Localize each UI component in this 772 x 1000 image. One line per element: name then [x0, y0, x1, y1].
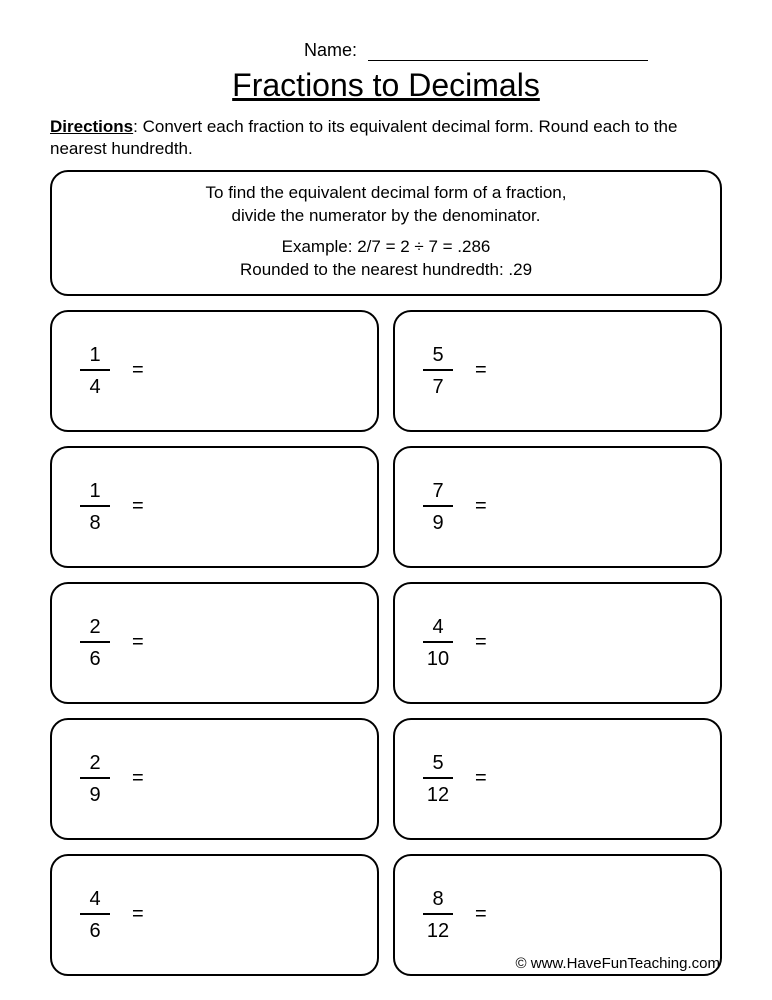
fraction-numerator: 1 — [89, 481, 100, 505]
fraction: 410 — [423, 617, 453, 669]
name-field-row: Name: — [230, 40, 722, 61]
problem-cell[interactable]: 79 = — [393, 446, 722, 568]
fraction-numerator: 8 — [432, 889, 443, 913]
fraction: 14 — [80, 345, 110, 397]
fraction-numerator: 1 — [89, 345, 100, 369]
fraction-denominator: 6 — [89, 643, 100, 669]
fraction-denominator: 8 — [89, 507, 100, 533]
fraction-numerator: 4 — [89, 889, 100, 913]
fraction-denominator: 7 — [432, 371, 443, 397]
directions-text: Directions: Convert each fraction to its… — [50, 116, 722, 160]
fraction-numerator: 4 — [432, 617, 443, 641]
fraction-denominator: 10 — [427, 643, 449, 669]
problem-cell[interactable]: 410 = — [393, 582, 722, 704]
problem-cell[interactable]: 512 = — [393, 718, 722, 840]
fraction-numerator: 7 — [432, 481, 443, 505]
worksheet-title: Fractions to Decimals — [50, 67, 722, 104]
instruction-line-2: divide the numerator by the denominator. — [72, 205, 700, 228]
problem-cell[interactable]: 46 = — [50, 854, 379, 976]
fraction: 26 — [80, 617, 110, 669]
fraction: 57 — [423, 345, 453, 397]
problem-cell[interactable]: 26 = — [50, 582, 379, 704]
equals-sign: = — [475, 359, 487, 382]
directions-body: : Convert each fraction to its equivalen… — [50, 117, 677, 158]
fraction-denominator: 12 — [427, 779, 449, 805]
instruction-box: To find the equivalent decimal form of a… — [50, 170, 722, 296]
equals-sign: = — [475, 495, 487, 518]
problem-grid: 14=57=18=79=26=410=29=512=46=812= — [50, 310, 722, 976]
equals-sign: = — [132, 359, 144, 382]
instruction-line-4: Rounded to the nearest hundredth: .29 — [72, 259, 700, 282]
footer-credit: © www.HaveFunTeaching.com — [516, 955, 720, 972]
fraction: 812 — [423, 889, 453, 941]
fraction-numerator: 5 — [432, 753, 443, 777]
problem-cell[interactable]: 14 = — [50, 310, 379, 432]
fraction-numerator: 5 — [432, 345, 443, 369]
fraction: 18 — [80, 481, 110, 533]
problem-cell[interactable]: 18 = — [50, 446, 379, 568]
equals-sign: = — [475, 903, 487, 926]
fraction: 29 — [80, 753, 110, 805]
equals-sign: = — [132, 495, 144, 518]
fraction-denominator: 9 — [432, 507, 443, 533]
fraction-numerator: 2 — [89, 753, 100, 777]
fraction-denominator: 9 — [89, 779, 100, 805]
fraction-denominator: 4 — [89, 371, 100, 397]
fraction: 79 — [423, 481, 453, 533]
fraction-numerator: 2 — [89, 617, 100, 641]
fraction: 512 — [423, 753, 453, 805]
equals-sign: = — [475, 631, 487, 654]
equals-sign: = — [132, 767, 144, 790]
instruction-line-3: Example: 2/7 = 2 ÷ 7 = .286 — [72, 236, 700, 259]
equals-sign: = — [475, 767, 487, 790]
fraction-denominator: 12 — [427, 915, 449, 941]
problem-cell[interactable]: 57 = — [393, 310, 722, 432]
name-label: Name: — [304, 40, 357, 60]
problem-cell[interactable]: 29 = — [50, 718, 379, 840]
directions-label: Directions — [50, 117, 133, 136]
fraction-denominator: 6 — [89, 915, 100, 941]
equals-sign: = — [132, 631, 144, 654]
equals-sign: = — [132, 903, 144, 926]
instruction-line-1: To find the equivalent decimal form of a… — [72, 182, 700, 205]
fraction: 46 — [80, 889, 110, 941]
name-input-line[interactable] — [368, 60, 648, 61]
